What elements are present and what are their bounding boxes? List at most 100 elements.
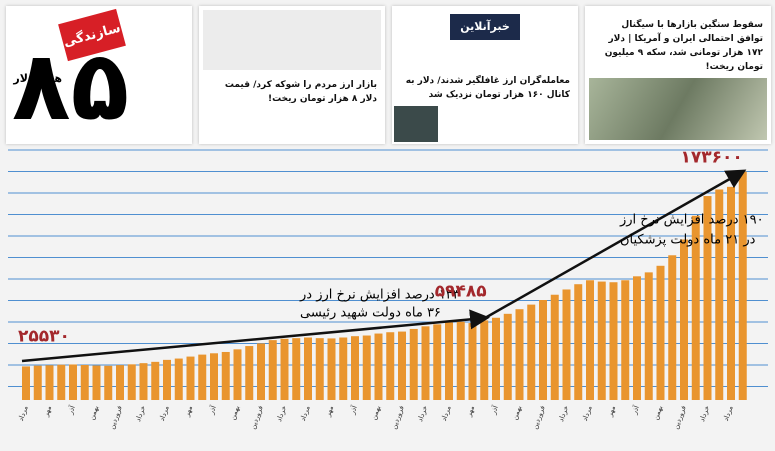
annotation: ۳۶ ماه دولت شهید رئیسی [300,306,441,321]
x-tick-label: مرداد [722,404,735,422]
x-tick-label: مهر [183,404,195,418]
bar [668,255,677,400]
bar [22,366,30,400]
bar [527,304,536,400]
bar [315,338,324,400]
x-tick-label: خرداد [557,405,570,423]
bar [468,323,477,400]
bar [163,359,171,400]
x-tick-label: خرداد [698,405,711,423]
x-tick-label: فروردین [249,405,265,431]
unit: هزار دلار [13,72,62,85]
bar [691,215,700,400]
bar [386,332,395,400]
bar [445,322,453,400]
x-tick-label: آذر [488,403,500,416]
bar [151,361,160,400]
bar [727,186,735,400]
x-tick-label: مرداد [17,404,30,422]
x-tick-label: بهمن [511,405,524,421]
x-tick-label: آذر [206,403,218,416]
bar [92,365,101,400]
image [203,10,381,70]
x-tick-label: بهمن [370,405,383,421]
x-tick-label: آذر [629,403,641,416]
bar [104,365,113,400]
bar [421,326,430,400]
headline: معامله‌گران ارز غافلگیر شدند/ دلار به کا… [405,76,570,100]
news-card: سقوط سنگین بازارها با سیگنال توافق احتما… [585,6,771,144]
x-tick-label: فروردین [108,405,124,431]
bar [539,300,547,400]
news-card: بازار ارز مردم را شوکه کرد/ قیمت دلار ۸ … [199,6,385,144]
bar [409,328,418,400]
big-number: ۸۵ [12,30,130,142]
bar [351,336,359,400]
bar [292,338,301,400]
headline: سقوط سنگین بازارها با سیگنال توافق احتما… [604,20,763,72]
bar [57,364,66,400]
bar [433,324,442,400]
bar [362,335,371,400]
x-tick-label: مرداد [581,404,594,422]
bar [174,358,183,400]
arrow [484,169,747,320]
bar [656,265,665,400]
x-tick-label: فروردین [531,405,547,431]
bar [586,280,594,400]
bar [221,351,230,400]
bar [245,346,254,400]
x-tick-label: فروردین [672,405,688,431]
bar [80,365,89,400]
bar [456,321,465,400]
x-tick-label: مرداد [158,404,171,422]
bar [69,364,77,400]
bar [480,320,489,400]
bar [574,284,583,400]
bar [550,294,559,400]
bar [633,276,641,400]
bar [738,171,747,400]
bar [327,338,336,400]
x-tick-label: آذر [347,403,359,416]
bar [116,365,124,400]
bar [609,282,618,400]
bar [644,272,653,400]
bar [33,365,42,400]
value-label: ۱۷۳۶۰۰ [680,148,742,168]
bar [398,331,406,400]
bar [492,317,500,400]
bar [280,338,289,400]
bar [186,356,195,400]
bar [715,189,724,400]
x-tick-label: فروردین [390,405,406,431]
bar [680,239,688,400]
x-tick-label: مهر [42,404,54,418]
value-label: ۲۵۵۳۰ [18,326,70,346]
bar [139,363,148,400]
x-tick-label: خرداد [134,405,147,423]
value-label: ۵۹۴۸۵ [435,282,487,302]
bar [374,333,383,400]
bar [703,196,712,400]
bar [503,313,512,400]
bar [233,349,242,400]
x-tick-label: آذر [65,403,77,416]
bar [304,337,312,400]
bar [257,343,265,400]
annotation: در ۲۱ ماه دولت پزشکیان [620,233,756,248]
image [589,78,767,140]
annotation: ۱۹۰ درصد افزایش نرخ ارز [619,213,764,228]
logo: خبرآنلاین [450,14,520,40]
bar [562,289,571,400]
bar [210,353,218,400]
headline: بازار ارز مردم را شوکه کرد/ قیمت دلار ۸ … [224,80,377,104]
x-tick-label: خرداد [416,405,429,423]
bar [621,280,630,400]
x-tick-label: بهمن [652,405,665,421]
x-tick-label: مرداد [299,404,312,422]
x-tick-label: مهر [465,404,477,418]
arrow [21,309,490,363]
